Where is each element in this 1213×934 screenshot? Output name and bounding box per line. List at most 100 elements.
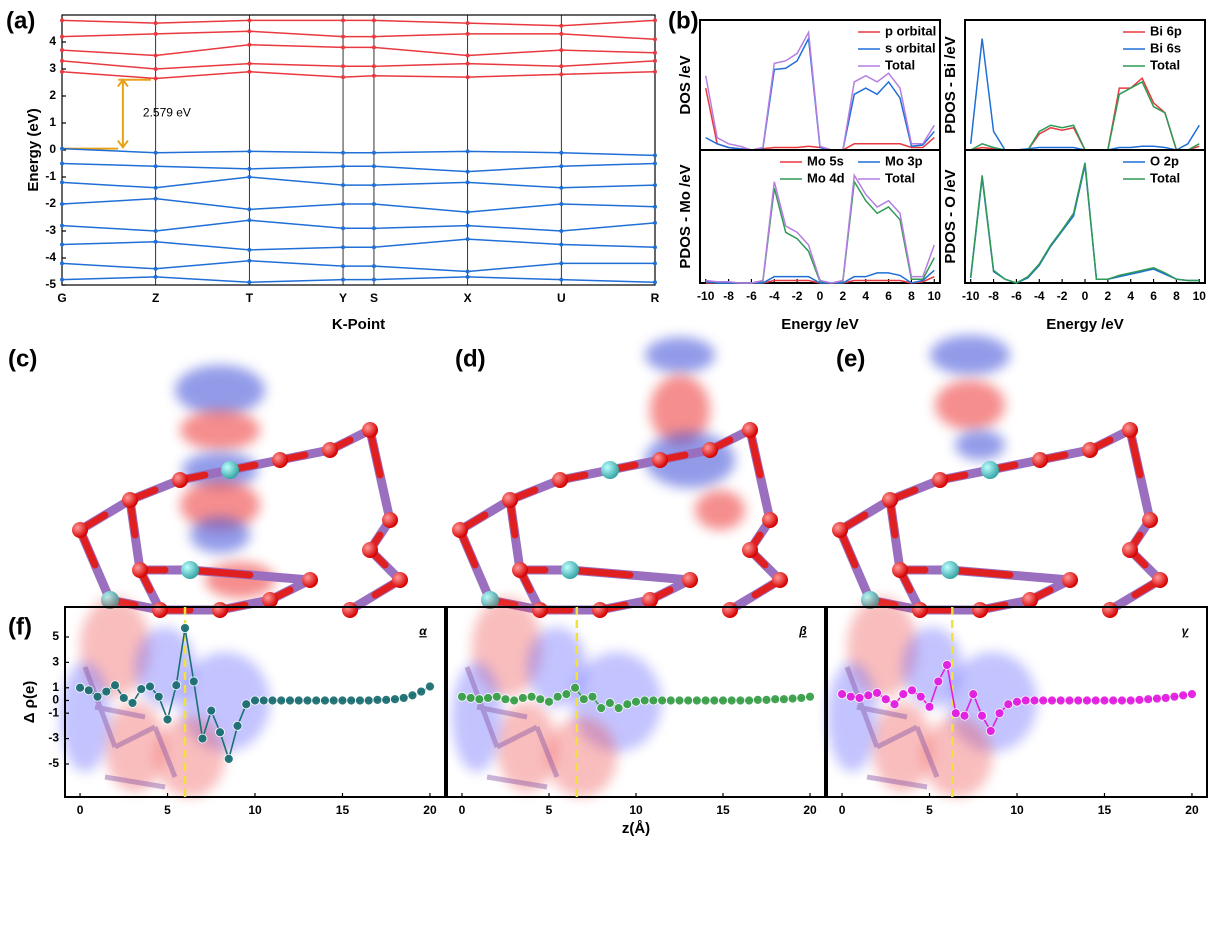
density-blob: [922, 717, 993, 797]
x-tick-label: -10: [697, 289, 715, 303]
data-point: [648, 695, 659, 706]
data-point: [371, 34, 376, 39]
y-tick-label: -4: [45, 250, 56, 264]
data-point: [517, 693, 528, 703]
data-point: [1134, 694, 1145, 705]
y-tick-label: 0: [49, 142, 56, 156]
data-point: [718, 695, 728, 706]
mo-atom: [601, 461, 619, 479]
o-atom: [272, 452, 288, 468]
data-point: [465, 21, 470, 26]
panel-label: (d): [455, 345, 486, 372]
data-point: [241, 699, 252, 710]
series-line: [61, 162, 656, 173]
series-line: [704, 29, 935, 151]
y-tick-label: 1: [52, 680, 59, 694]
data-point: [752, 694, 763, 705]
data-point: [341, 277, 346, 282]
data-point: [101, 686, 112, 697]
density-lobe: [935, 380, 1005, 430]
data-point: [465, 237, 470, 242]
series-line: [61, 147, 656, 157]
data-point: [726, 695, 737, 706]
y-axis-label: Δ ρ(e): [21, 681, 38, 724]
density-lobe: [190, 517, 250, 553]
x-tick-label: T: [246, 291, 254, 305]
panel-label: (f): [8, 613, 32, 640]
data-point: [559, 64, 564, 69]
data-point: [653, 280, 657, 285]
data-point: [276, 695, 287, 706]
data-point: [561, 689, 572, 700]
x-tick-label: 0: [817, 289, 824, 303]
y-axis-label: DOS /eV: [677, 55, 694, 114]
bond: [566, 566, 634, 579]
data-point: [559, 150, 564, 155]
data-point: [247, 166, 252, 171]
o-atom: [362, 542, 378, 558]
x-tick-label: -4: [1034, 289, 1045, 303]
o-atom: [592, 602, 608, 618]
data-point: [483, 693, 493, 703]
x-tick-label: 0: [1082, 289, 1089, 303]
data-point: [559, 261, 564, 266]
data-point: [1073, 695, 1084, 706]
data-point: [622, 699, 633, 710]
x-tick-label: 20: [423, 803, 437, 817]
data-point: [341, 34, 346, 39]
y-tick-label: -3: [48, 731, 59, 745]
data-point: [1099, 695, 1110, 706]
series-line: [61, 43, 656, 57]
data-point: [942, 660, 952, 670]
data-point: [223, 753, 234, 764]
y-axis-label: PDOS - Mo /eV: [677, 164, 694, 268]
data-point: [665, 695, 676, 706]
data-point: [355, 695, 365, 706]
data-point: [465, 269, 470, 274]
o-atom: [882, 492, 898, 508]
data-point: [872, 687, 882, 698]
data-point: [371, 150, 376, 155]
bond: [495, 724, 539, 750]
bond: [856, 704, 908, 720]
data-point: [83, 685, 94, 696]
data-point: [559, 185, 564, 190]
y-tick-label: 2: [49, 88, 56, 102]
data-point: [247, 61, 252, 66]
x-tick-label: 6: [885, 289, 892, 303]
x-tick-label: 15: [1098, 803, 1112, 817]
data-point: [153, 691, 164, 702]
legend-label: s orbital: [885, 40, 936, 55]
data-point: [341, 202, 346, 206]
data-point: [465, 169, 470, 174]
data-point: [60, 58, 64, 63]
x-tick-label: 0: [77, 803, 84, 817]
legend-label: Mo 5s: [807, 153, 844, 168]
x-tick-label: -8: [723, 289, 734, 303]
data-point: [206, 705, 217, 716]
data-point: [302, 695, 313, 706]
structure-overlay: [464, 666, 560, 790]
data-point: [465, 210, 470, 215]
data-point: [60, 180, 64, 185]
chart: G Z T Y S X U R -5 -4 -3 -2 -1 0 1 2 3 4 K-Point Energy (eV…: [25, 14, 660, 333]
data-point: [933, 676, 944, 687]
data-point: [889, 699, 900, 710]
data-point: [371, 73, 376, 78]
density-lobe: [645, 337, 715, 373]
x-tick-label: U: [557, 291, 566, 305]
o-atom: [1152, 572, 1168, 588]
data-point: [977, 710, 987, 721]
data-point: [247, 29, 252, 34]
bond: [866, 774, 928, 790]
o-atom: [452, 522, 468, 538]
x-tick-label: 4: [1127, 289, 1134, 303]
data-point: [371, 164, 376, 169]
data-point: [341, 75, 346, 80]
data-point: [247, 69, 252, 74]
x-tick-label: 10: [629, 803, 643, 817]
series-line: [61, 219, 656, 232]
o-atom: [762, 512, 778, 528]
data-point: [293, 695, 304, 706]
